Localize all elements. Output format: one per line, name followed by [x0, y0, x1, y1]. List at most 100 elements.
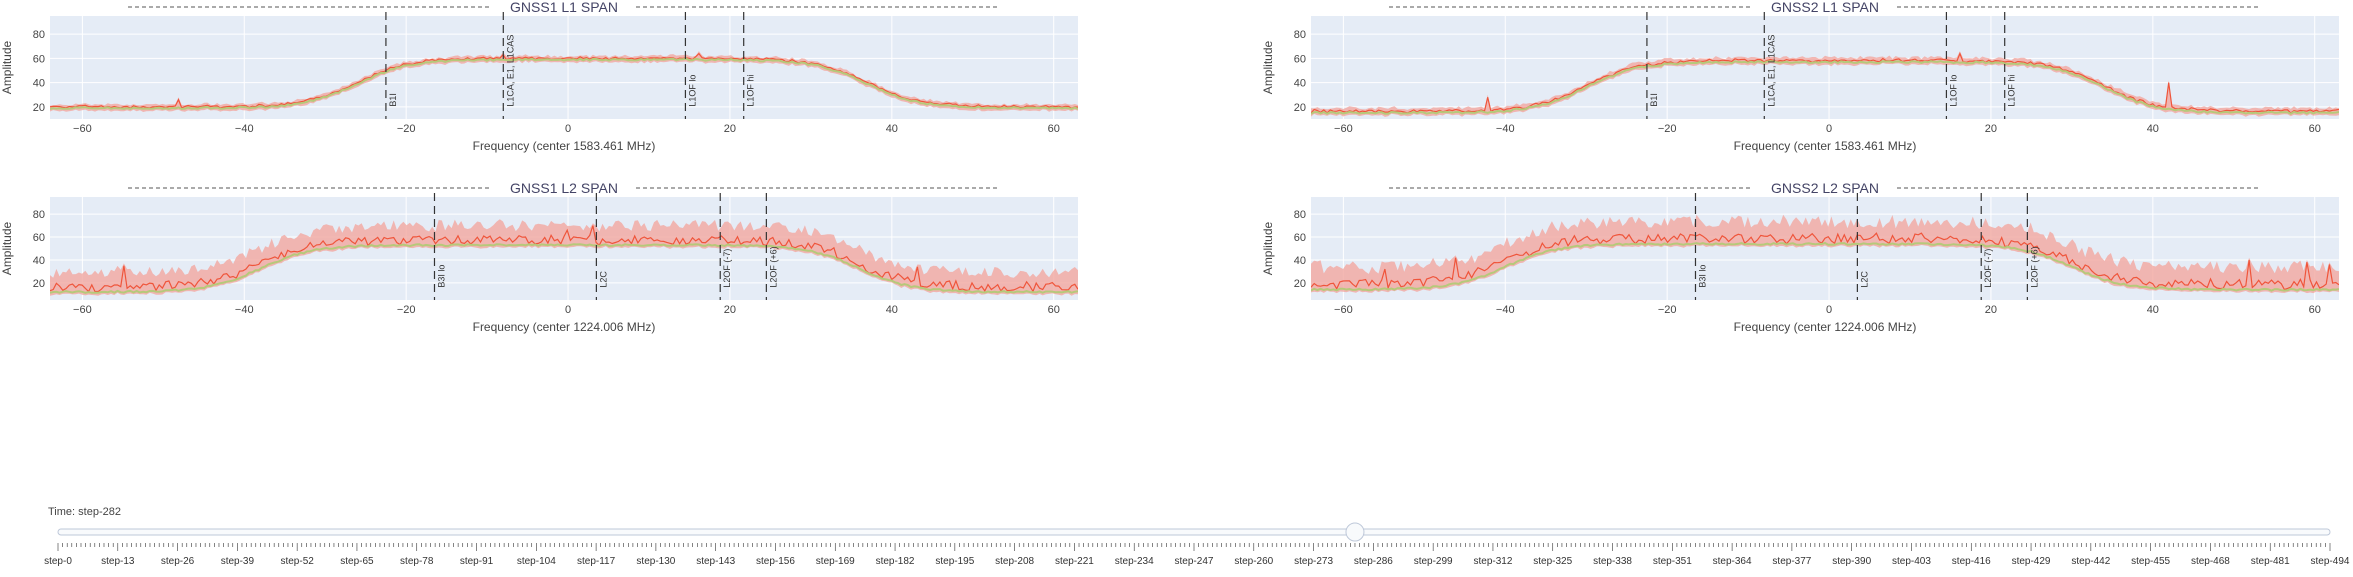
chart-gnss1-l2: B3I lo L2C L2OF (-7) L2OF (+6) GNSS1 L2 SPAN… [0, 180, 1078, 334]
marker-label: L1CA, E1, L1CAS [1766, 35, 1776, 107]
x-tick-label: −40 [1496, 304, 1515, 316]
y-tick-label: 60 [1294, 53, 1306, 65]
slider-tick-label: step-26 [161, 556, 195, 567]
series-avg-line [1311, 241, 2339, 292]
y-tick-label: 20 [1294, 278, 1306, 290]
marker-label: L2OF (+6) [2029, 246, 2039, 287]
slider-tick-label: step-390 [1832, 556, 1871, 567]
y-tick-label: 80 [1294, 209, 1306, 221]
series-avg-line [1311, 60, 2339, 115]
time-slider-area: Time: step-282 step-0 step-13 step-26 step-… [0, 500, 2353, 572]
slider-tick-label: step-182 [876, 556, 915, 567]
slider-track[interactable] [57, 528, 2331, 536]
x-tick-label: −20 [397, 123, 416, 135]
x-axis-title: Frequency (center 1583.461 MHz) [473, 139, 656, 153]
chart-gnss1-l1: B1I L1CA, E1, L1CAS L1OF lo L1OF hi GNSS1 L1… [0, 0, 1078, 153]
x-tick-label: −40 [235, 123, 254, 135]
marker-label: B1I [388, 93, 398, 107]
series-group [50, 51, 1078, 112]
slider-tick-label: step-481 [2251, 556, 2290, 567]
slider-tick-label: step-169 [816, 556, 855, 567]
y-tick-label: 20 [33, 102, 45, 114]
slider-tick-label: step-130 [636, 556, 675, 567]
x-tick-label: 20 [1985, 304, 1997, 316]
marker-label: B1I [1649, 93, 1659, 107]
marker-label: L1OF hi [2007, 75, 2017, 107]
series-group [1311, 214, 2339, 294]
slider-tick-label: step-364 [1713, 556, 1752, 567]
y-axis-title: Amplitude [1261, 222, 1275, 276]
slider-tick-label: step-299 [1414, 556, 1453, 567]
x-tick-label: 60 [1048, 123, 1060, 135]
y-tick-label: 60 [1294, 232, 1306, 244]
y-axis-title: Amplitude [1261, 41, 1275, 95]
slider-tick-label: step-195 [935, 556, 974, 567]
y-axis-title: Amplitude [0, 222, 14, 276]
slider-tick-label: step-442 [2071, 556, 2110, 567]
y-tick-label: 40 [1294, 78, 1306, 90]
time-label-prefix: Time: [48, 506, 79, 518]
chart-title: GNSS1 L1 SPAN [510, 0, 618, 15]
slider-tick-label: step-468 [2191, 556, 2230, 567]
y-tick-label: 20 [1294, 102, 1306, 114]
slider-tick-label: step-52 [280, 556, 314, 567]
x-tick-label: 60 [2309, 304, 2321, 316]
series-group [1311, 51, 2339, 117]
slider-handle[interactable] [1345, 522, 1365, 542]
slider-tick-label: step-286 [1354, 556, 1393, 567]
x-tick-label: −20 [1658, 304, 1677, 316]
x-axis-title: Frequency (center 1224.006 MHz) [473, 320, 656, 334]
slider-tick-label: step-403 [1892, 556, 1931, 567]
y-tick-label: 80 [33, 209, 45, 221]
slider-tick-label: step-104 [517, 556, 556, 567]
slider-tick-label: step-351 [1653, 556, 1692, 567]
chart-title: GNSS1 L2 SPAN [510, 180, 618, 196]
marker-label: L2OF (-7) [1983, 249, 1993, 288]
x-tick-label: −60 [73, 304, 92, 316]
slider-tick-label: step-234 [1115, 556, 1154, 567]
slider-tick-label: step-455 [2131, 556, 2170, 567]
series-group [50, 219, 1078, 296]
slider-tick-label: step-416 [1952, 556, 1991, 567]
x-tick-label: 40 [886, 304, 898, 316]
slider-tick-label: step-0 [44, 556, 72, 567]
x-tick-label: −20 [1658, 123, 1677, 135]
marker-label: B3I lo [1697, 265, 1707, 288]
slider-tick-label: step-156 [756, 556, 795, 567]
x-tick-label: 0 [565, 123, 571, 135]
x-tick-label: −60 [1334, 304, 1353, 316]
y-tick-label: 80 [1294, 29, 1306, 41]
series-band [50, 219, 1078, 296]
slider-tick-label: step-494 [2311, 556, 2350, 567]
series-max-line [1311, 232, 2339, 291]
slider-tick-label: step-221 [1055, 556, 1094, 567]
slider-tick-label: step-325 [1533, 556, 1572, 567]
y-tick-label: 60 [33, 232, 45, 244]
x-tick-label: 0 [1826, 304, 1832, 316]
y-axis-title: Amplitude [0, 41, 14, 95]
chart-gnss2-l2: B3I lo L2C L2OF (-7) L2OF (+6) GNSS2 L2 SPAN… [1261, 180, 2339, 334]
x-tick-label: 0 [1826, 123, 1832, 135]
x-tick-label: 0 [565, 304, 571, 316]
time-slider[interactable]: step-0 step-13 step-26 step-39 step-52 step-6… [0, 500, 2353, 572]
slider-tick-label: step-208 [995, 556, 1034, 567]
slider-tick-label: step-312 [1473, 556, 1512, 567]
plot-area [1311, 16, 2339, 119]
x-tick-label: 40 [886, 123, 898, 135]
slider-tick-label: step-429 [2012, 556, 2051, 567]
x-tick-label: 60 [1048, 304, 1060, 316]
slider-tick-label: step-260 [1234, 556, 1273, 567]
time-current-step: step-282 [78, 506, 121, 518]
x-tick-label: 20 [724, 123, 736, 135]
chart-gnss2-l1: B1I L1CA, E1, L1CAS L1OF lo L1OF hi GNSS2 L1… [1261, 0, 2339, 153]
x-tick-label: 20 [724, 304, 736, 316]
chart-title: GNSS2 L2 SPAN [1771, 180, 1879, 196]
slider-tick-label: step-377 [1772, 556, 1811, 567]
y-tick-label: 40 [1294, 255, 1306, 267]
x-tick-label: 40 [2147, 304, 2159, 316]
slider-tick-label: step-91 [460, 556, 494, 567]
marker-label: L1CA, E1, L1CAS [505, 35, 515, 107]
x-tick-label: −40 [1496, 123, 1515, 135]
slider-tick-label: step-143 [696, 556, 735, 567]
slider-tick-label: step-247 [1175, 556, 1214, 567]
